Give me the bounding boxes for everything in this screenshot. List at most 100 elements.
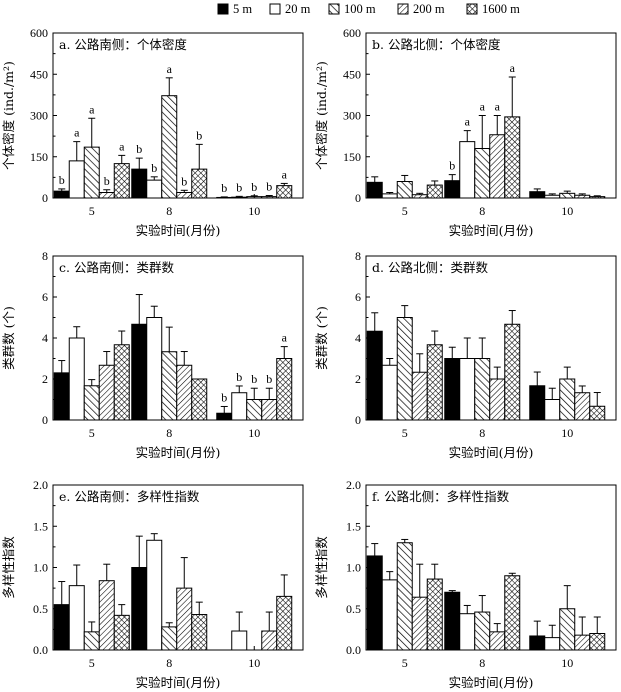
significance-label: b [181, 174, 187, 188]
panel-title: a. 公路南侧：个体密度 [59, 37, 187, 52]
x-tick-label: 10 [561, 426, 573, 440]
y-tick-label: 0.5 [346, 602, 361, 616]
bar-200m-10 [574, 634, 591, 651]
significance-label: a [480, 100, 486, 114]
bar-200m-5 [98, 192, 115, 199]
significance-label: a [119, 139, 125, 153]
bar-1600m-10 [276, 358, 293, 421]
y-axis-label: 个体密度 (ind./m²) [314, 61, 329, 170]
y-axis-label: 类群数 (个) [314, 306, 329, 370]
panel-title: f. 公路北侧：多样性指数 [372, 489, 510, 504]
x-axis-label: 实验时间(月份) [449, 223, 534, 238]
bar-100m-10 [559, 192, 576, 199]
x-tick-label: 8 [166, 656, 172, 670]
bar-20m-5 [381, 579, 398, 651]
y-axis-label: 多样性指数 [1, 536, 16, 599]
x-tick-label: 10 [248, 656, 260, 670]
significance-label: a [465, 115, 471, 129]
y-tick-label: 150 [30, 150, 48, 164]
y-tick-label: 1.5 [33, 519, 48, 533]
significance-label: a [510, 61, 516, 75]
bar-20m-8 [459, 613, 476, 651]
bar-5m-10 [216, 412, 233, 421]
bar-100m-8 [161, 351, 178, 421]
legend-swatch-5m [217, 3, 229, 15]
bar-5m-5 [53, 604, 70, 651]
bar-1600m-10 [276, 185, 293, 199]
x-axis-label: 实验时间(月份) [136, 675, 221, 690]
y-axis-label: 类群数 (个) [1, 306, 16, 370]
bar-100m-5 [83, 146, 100, 199]
x-tick-label: 8 [479, 656, 485, 670]
bar-1600m-8 [191, 614, 208, 651]
bar-5m-10 [529, 385, 546, 421]
bar-20m-5 [381, 364, 398, 421]
x-tick-label: 8 [479, 426, 485, 440]
panel-title: c. 公路南侧：类群数 [59, 260, 174, 275]
bar-20m-8 [459, 358, 476, 421]
panel-title: b. 公路北侧：个体密度 [372, 37, 501, 52]
bar-1600m-5 [113, 614, 130, 651]
bar-20m-5 [68, 160, 85, 199]
bar-5m-10 [216, 196, 233, 199]
x-axis-label: 实验时间(月份) [136, 445, 221, 460]
significance-label: a [282, 167, 288, 181]
bar-20m-10 [544, 194, 561, 199]
bar-1600m-10 [589, 405, 606, 421]
significance-label: b [136, 142, 142, 156]
y-tick-label: 450 [343, 67, 361, 81]
significance-label: b [449, 159, 455, 173]
bar-1600m-10 [276, 595, 293, 651]
bar-1600m-5 [426, 184, 443, 199]
x-tick-label: 10 [561, 656, 573, 670]
bar-5m-8 [444, 180, 461, 199]
bar-5m-10 [529, 635, 546, 651]
bar-200m-5 [411, 194, 428, 199]
bar-100m-10 [559, 378, 576, 421]
y-tick-label: 6 [355, 290, 361, 304]
y-tick-label: 0.5 [33, 602, 48, 616]
bar-200m-10 [261, 196, 278, 199]
bar-20m-10 [231, 630, 248, 651]
bar-200m-10 [574, 194, 591, 199]
x-tick-label: 5 [89, 656, 95, 670]
x-axis-label: 实验时间(月份) [136, 223, 221, 238]
y-tick-label: 600 [30, 26, 48, 40]
bar-20m-5 [68, 585, 85, 651]
bar-200m-5 [98, 580, 115, 651]
x-tick-label: 8 [166, 204, 172, 218]
bar-200m-10 [261, 630, 278, 651]
bar-100m-5 [396, 317, 413, 421]
legend: 5 m 20 m 100 m 200 m 1600 m [217, 2, 520, 16]
bar-1600m-5 [426, 578, 443, 651]
bar-100m-8 [474, 358, 491, 421]
x-axis-label: 实验时间(月份) [449, 675, 534, 690]
bar-5m-5 [366, 555, 383, 651]
bar-200m-8 [176, 364, 193, 421]
bar-20m-10 [544, 399, 561, 421]
significance-label: b [236, 180, 242, 194]
legend-swatch-200m [397, 3, 409, 15]
bar-5m-5 [53, 372, 70, 421]
legend-swatch-20m [269, 3, 281, 15]
bar-20m-5 [68, 337, 85, 421]
bar-1600m-8 [504, 116, 521, 199]
y-tick-label: 0 [42, 191, 48, 205]
y-tick-label: 2.0 [33, 478, 48, 492]
bar-20m-10 [231, 196, 248, 199]
y-axis-label: 多样性指数 [314, 536, 329, 599]
x-tick-label: 10 [248, 204, 260, 218]
bar-1600m-5 [426, 344, 443, 421]
significance-label: a [89, 102, 95, 116]
bar-20m-8 [459, 141, 476, 199]
bar-1600m-5 [113, 344, 130, 421]
bar-20m-10 [544, 637, 561, 651]
bar-5m-8 [444, 591, 461, 651]
bar-100m-8 [161, 626, 178, 651]
x-tick-label: 8 [166, 426, 172, 440]
x-tick-label: 8 [479, 204, 485, 218]
y-tick-label: 600 [343, 26, 361, 40]
